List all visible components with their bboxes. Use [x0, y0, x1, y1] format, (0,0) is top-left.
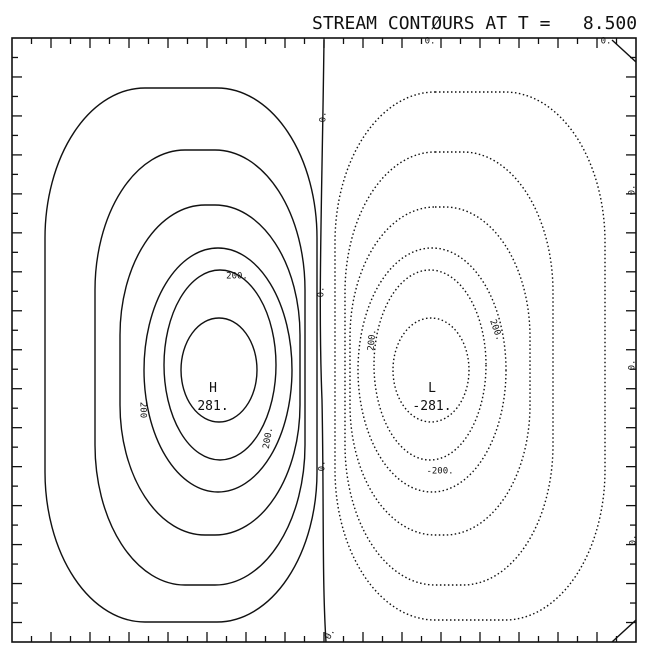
contour	[349, 206, 531, 536]
contour	[392, 317, 470, 423]
corner-contour	[611, 39, 637, 643]
contour	[119, 204, 301, 536]
contour	[180, 317, 258, 423]
ticks	[12, 38, 636, 642]
negative-contours	[334, 91, 606, 621]
contour-label: -200.	[426, 467, 453, 477]
contour-label: 200.	[487, 318, 504, 342]
contour	[357, 247, 507, 493]
contour-label: 200.	[367, 329, 379, 351]
contour	[373, 269, 487, 461]
title: STREAM CONTØURS AT T = 8.500	[312, 13, 637, 34]
low-value: -281.	[412, 399, 451, 414]
contour-label: 0.	[425, 37, 436, 47]
contour-label: 200.	[262, 427, 276, 450]
contour	[334, 91, 606, 621]
contour-label: 0.	[601, 37, 612, 47]
contour-label: 200	[138, 402, 148, 418]
contour	[143, 247, 293, 493]
contour	[44, 87, 318, 623]
contour-label: 0.	[323, 627, 337, 641]
contour-label: 0.	[318, 461, 328, 472]
contour-label: 0.	[628, 360, 638, 371]
contour-label: 0.	[629, 535, 639, 546]
contour-label: 0.	[317, 287, 327, 298]
contour-label: 0.	[628, 185, 638, 196]
contour-label: 200.	[226, 272, 248, 282]
high-value: 281.	[197, 399, 228, 414]
positive-contours	[44, 87, 318, 623]
zero-contour	[319, 39, 327, 643]
contour	[344, 151, 554, 586]
high-symbol: H	[209, 381, 217, 396]
contour-label: 0.	[319, 112, 329, 123]
low-symbol: L	[428, 381, 436, 396]
contour	[163, 269, 277, 461]
contour	[94, 149, 306, 586]
